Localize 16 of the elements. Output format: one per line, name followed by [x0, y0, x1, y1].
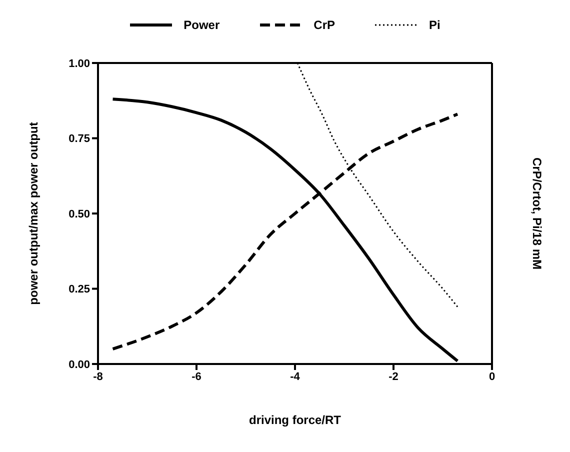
legend-label: Pi — [429, 18, 440, 32]
y-tick-label: 0.25 — [68, 284, 90, 296]
x-tick-label: -4 — [290, 370, 301, 383]
x-tick-label: 0 — [488, 370, 496, 383]
y-tick-label: 0.75 — [68, 133, 90, 146]
x-tick-label: -6 — [192, 370, 202, 383]
x-axis-title: driving force/RT — [248, 413, 342, 427]
y-tick-label: 1.00 — [68, 58, 90, 70]
legend-label: Power — [184, 18, 220, 32]
legend-label: CrP — [314, 18, 335, 32]
y-axis-title: power output/max power output — [26, 122, 40, 305]
y2-axis-title: CrP/Crtot, Pi/18 mM — [530, 157, 544, 270]
x-tick-label: -8 — [93, 370, 103, 383]
y-tick-label: 0.00 — [68, 358, 90, 371]
x-tick-label: -2 — [388, 370, 398, 383]
y-tick-label: 0.50 — [68, 208, 90, 220]
